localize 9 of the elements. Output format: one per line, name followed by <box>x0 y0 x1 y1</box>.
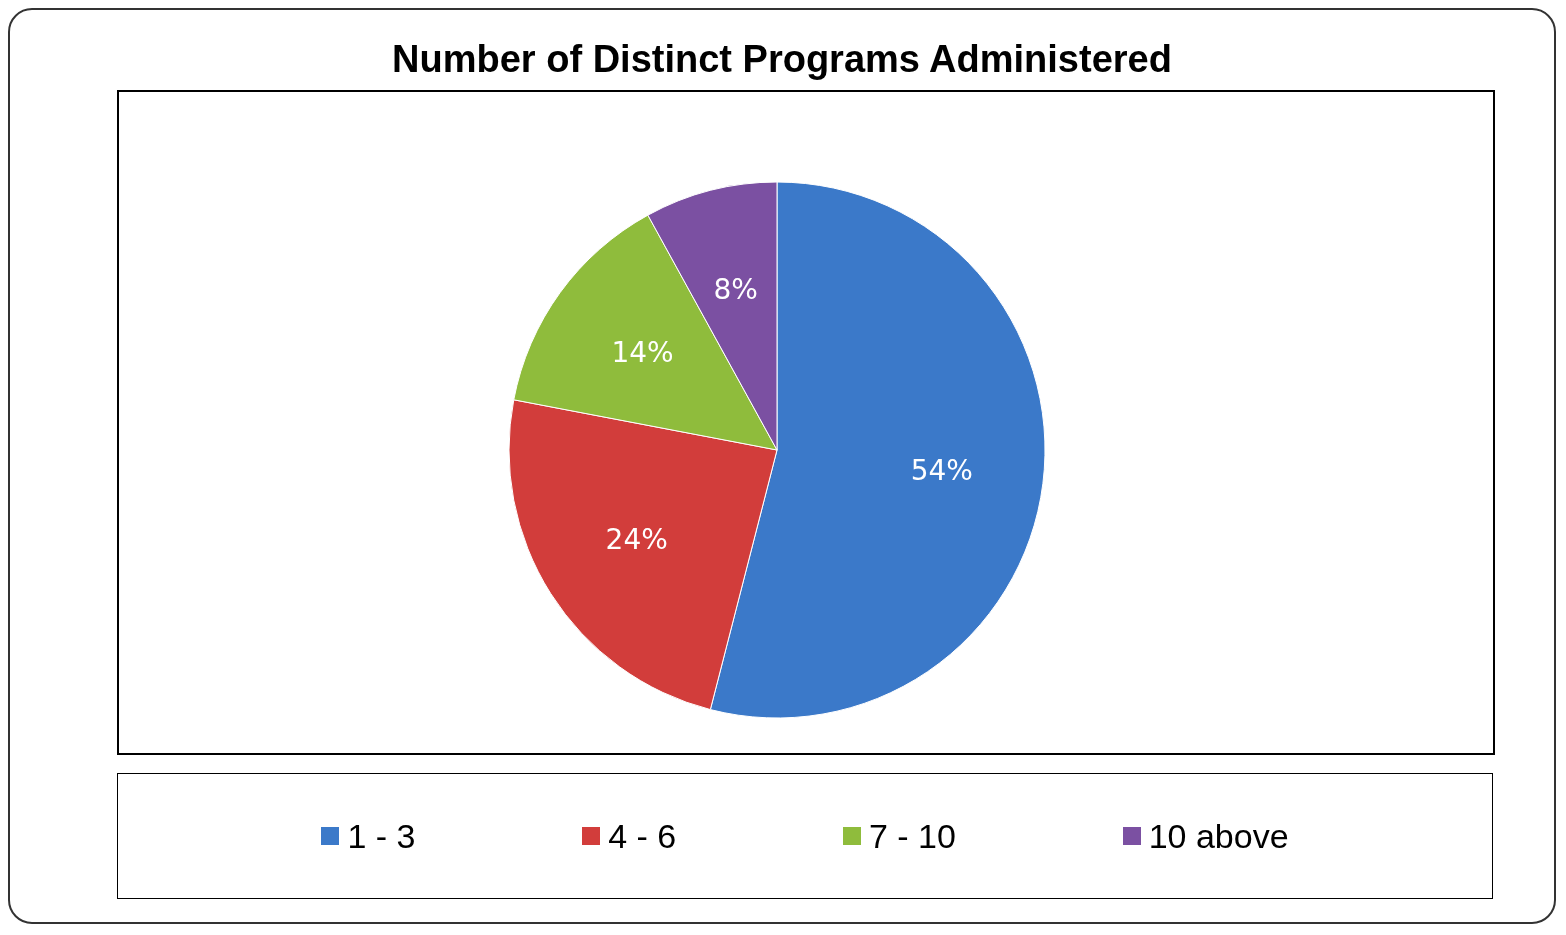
data-label: 14% <box>611 335 674 369</box>
legend-label: 7 - 10 <box>868 816 956 856</box>
data-label: 24% <box>605 522 668 556</box>
legend-label: 1 - 3 <box>347 816 416 856</box>
data-label: 54% <box>910 454 973 488</box>
data-label: 8% <box>713 272 758 306</box>
chart-title: Number of Distinct Programs Administered <box>391 37 1173 82</box>
legend-label: 10 above <box>1148 816 1289 856</box>
legend-label: 4 - 6 <box>608 816 677 856</box>
